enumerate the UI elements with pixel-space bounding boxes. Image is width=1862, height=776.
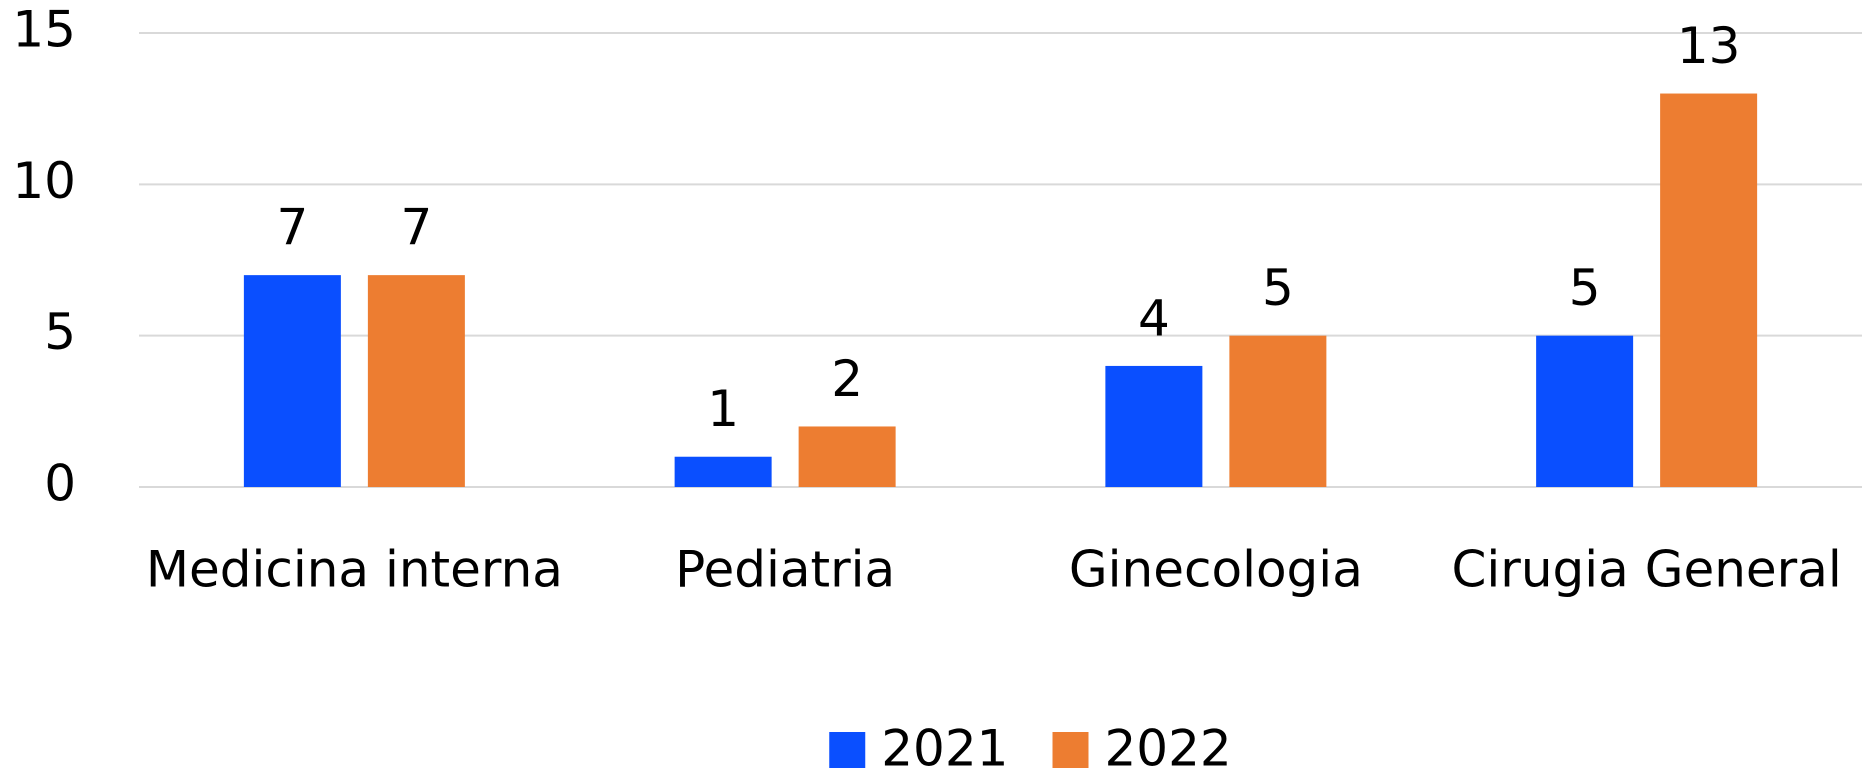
y-tick-label: 5 — [44, 303, 76, 361]
data-label: 1 — [707, 380, 739, 438]
bar — [1536, 335, 1634, 487]
bar — [243, 275, 341, 487]
legend-swatch — [1052, 732, 1089, 768]
bar — [1660, 93, 1758, 488]
y-tick-label: 15 — [12, 1, 76, 59]
bar — [1105, 365, 1203, 487]
legend-label: 2022 — [1105, 720, 1232, 776]
y-tick-label: 0 — [44, 455, 76, 513]
x-tick-label: Ginecologia — [1069, 541, 1363, 599]
x-tick-label: Medicina interna — [146, 541, 563, 599]
data-label: 7 — [400, 199, 432, 257]
y-tick-label: 10 — [12, 152, 76, 210]
data-label: 7 — [276, 199, 308, 257]
data-label: 5 — [1262, 259, 1294, 317]
legend-swatch — [829, 732, 866, 768]
data-label: 13 — [1677, 17, 1741, 75]
data-label: 5 — [1569, 259, 1601, 317]
bar — [367, 275, 465, 487]
legend-label: 2021 — [881, 720, 1008, 776]
data-label: 4 — [1138, 289, 1170, 347]
bar — [798, 426, 896, 487]
data-label: 2 — [831, 350, 863, 408]
x-tick-label: Pediatria — [675, 541, 895, 599]
x-tick-label: Cirugia General — [1451, 541, 1841, 599]
bar — [674, 456, 772, 487]
bar — [1229, 335, 1327, 487]
